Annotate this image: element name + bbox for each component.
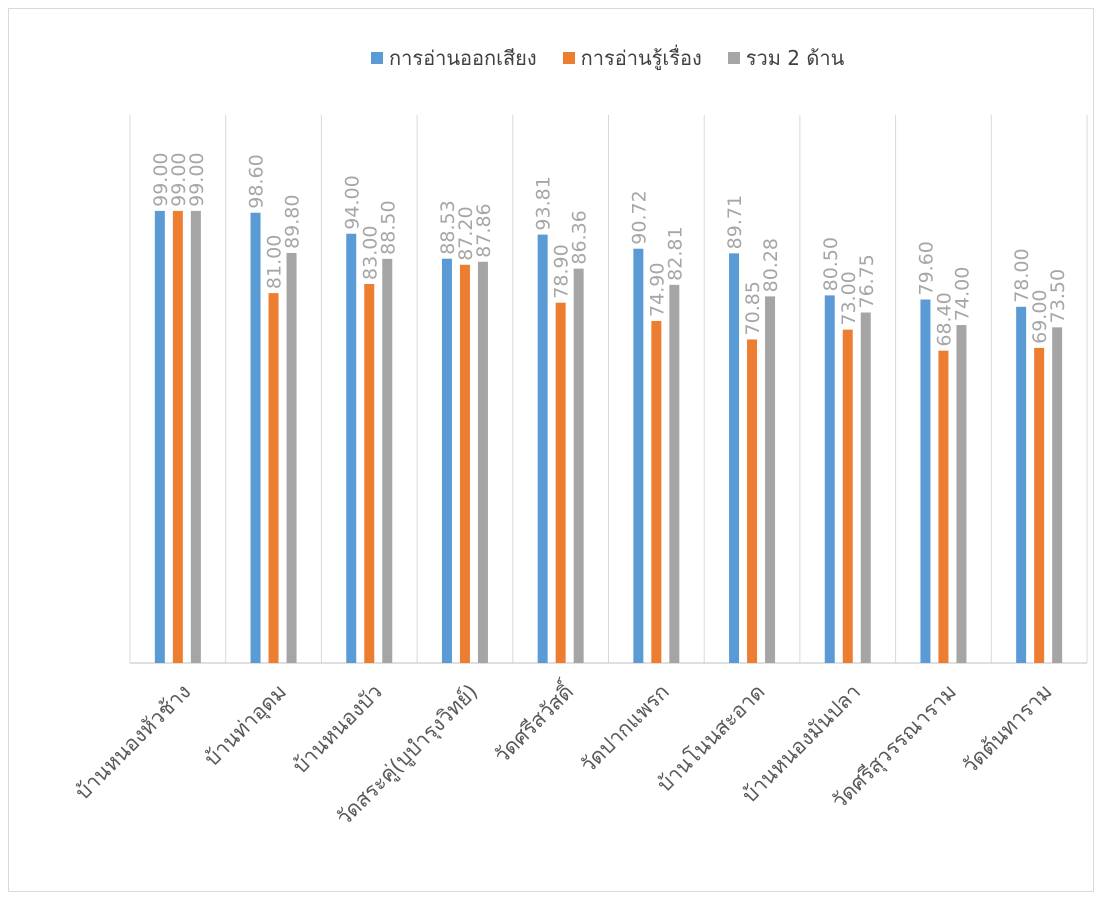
bar	[286, 252, 297, 663]
data-label: 80.28	[760, 238, 782, 292]
data-label: 69.00	[1029, 289, 1051, 343]
bar	[459, 264, 470, 663]
bar	[573, 268, 584, 663]
bar	[250, 212, 261, 663]
bar	[1016, 306, 1027, 663]
bar	[956, 325, 967, 663]
bar	[860, 312, 871, 663]
data-label: 89.71	[724, 195, 746, 249]
category-label: วัดศรีสวัสดิ์	[487, 675, 580, 768]
data-label: 70.85	[742, 281, 764, 335]
bar	[938, 350, 949, 663]
legend-item-read-aloud: การอ่านออกเสียง	[371, 42, 537, 74]
bar	[765, 296, 776, 663]
legend-swatch-read-aloud	[371, 52, 383, 64]
data-label: 88.50	[377, 200, 399, 254]
data-label: 98.60	[246, 154, 268, 208]
legend: การอ่านออกเสียง การอ่านรู้เรื่อง รวม 2 ด…	[371, 45, 844, 71]
bar	[920, 299, 931, 663]
data-label: 73.00	[838, 271, 860, 325]
category-label: บ้านท่าอุดม	[200, 680, 292, 772]
bar	[842, 329, 853, 663]
data-label: 74.00	[951, 267, 973, 321]
data-label: 99.00	[168, 152, 190, 206]
bar	[555, 302, 566, 663]
bar	[441, 258, 452, 663]
bar	[1034, 347, 1045, 663]
bar	[669, 284, 680, 663]
data-label: 99.00	[150, 152, 172, 206]
data-label: 73.50	[1047, 269, 1069, 323]
legend-swatch-reading-comprehension	[562, 52, 575, 64]
data-label: 90.72	[628, 190, 650, 244]
bar	[268, 293, 279, 663]
bar	[824, 295, 835, 663]
category-label: วัดปากแพรก	[576, 680, 674, 778]
bar	[382, 258, 393, 663]
bar	[346, 233, 357, 663]
bar	[477, 261, 488, 663]
data-label: 82.81	[664, 226, 686, 280]
legend-item-reading-comprehension: การอ่านรู้เรื่อง	[562, 42, 702, 74]
data-label: 78.00	[1011, 248, 1033, 302]
data-label: 78.90	[551, 244, 573, 298]
legend-label-reading-comprehension: การอ่านรู้เรื่อง	[580, 46, 702, 70]
data-label: 87.20	[455, 206, 477, 260]
data-label: 74.90	[646, 263, 668, 317]
bar	[190, 210, 201, 663]
data-label: 99.00	[186, 152, 208, 206]
bar	[154, 210, 165, 663]
data-label: 89.80	[282, 195, 304, 249]
bar	[633, 248, 644, 663]
legend-item-combined: รวม 2 ด้าน	[727, 42, 845, 74]
data-label: 88.53	[437, 200, 459, 254]
bar	[1052, 327, 1063, 663]
category-label: บ้านหนองบัว	[288, 680, 387, 779]
data-label: 94.00	[341, 175, 363, 229]
bar	[747, 339, 758, 663]
data-label: 79.60	[915, 241, 937, 295]
category-label: บ้านหนองหัวช้าง	[71, 680, 196, 805]
bar	[537, 234, 548, 663]
data-label: 87.86	[473, 203, 495, 257]
data-label: 80.50	[820, 237, 842, 291]
bar	[651, 320, 662, 663]
bar	[364, 283, 375, 663]
legend-swatch-combined	[727, 52, 740, 64]
category-label: วัดต้นทาราม	[958, 680, 1057, 779]
legend-label-read-aloud: การอ่านออกเสียง	[389, 46, 537, 70]
chart-frame: การอ่านออกเสียง การอ่านรู้เรื่อง รวม 2 ด…	[8, 8, 1094, 892]
data-label: 93.81	[533, 176, 555, 230]
bar	[729, 253, 740, 663]
data-label: 81.00	[264, 235, 286, 289]
bar	[172, 210, 183, 663]
data-label: 86.36	[569, 210, 591, 264]
data-label: 76.75	[856, 254, 878, 308]
legend-label-combined: รวม 2 ด้าน	[745, 46, 845, 70]
data-label: 83.00	[359, 226, 381, 280]
data-label: 68.40	[933, 292, 955, 346]
